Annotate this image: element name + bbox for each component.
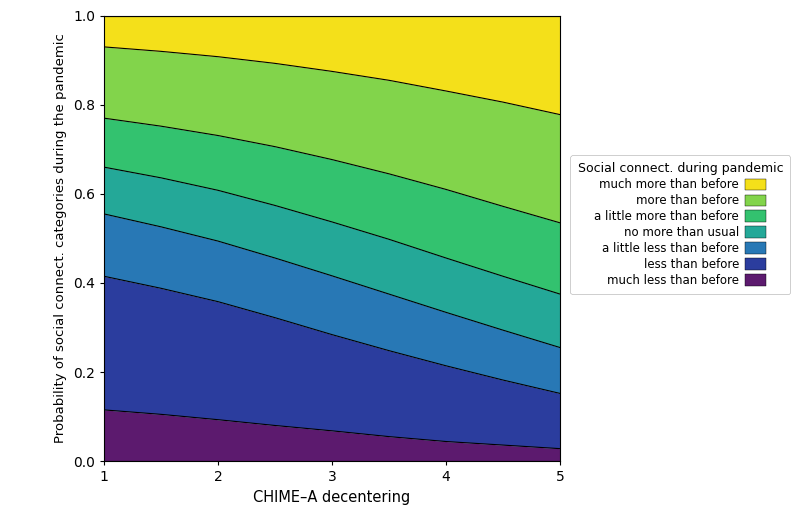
Legend: much more than before, more than before, a little more than before, no more than: much more than before, more than before,… xyxy=(570,155,790,294)
X-axis label: CHIME–A decentering: CHIME–A decentering xyxy=(254,490,410,505)
Y-axis label: Probability of social connect. categories during the pandemic: Probability of social connect. categorie… xyxy=(54,34,67,443)
